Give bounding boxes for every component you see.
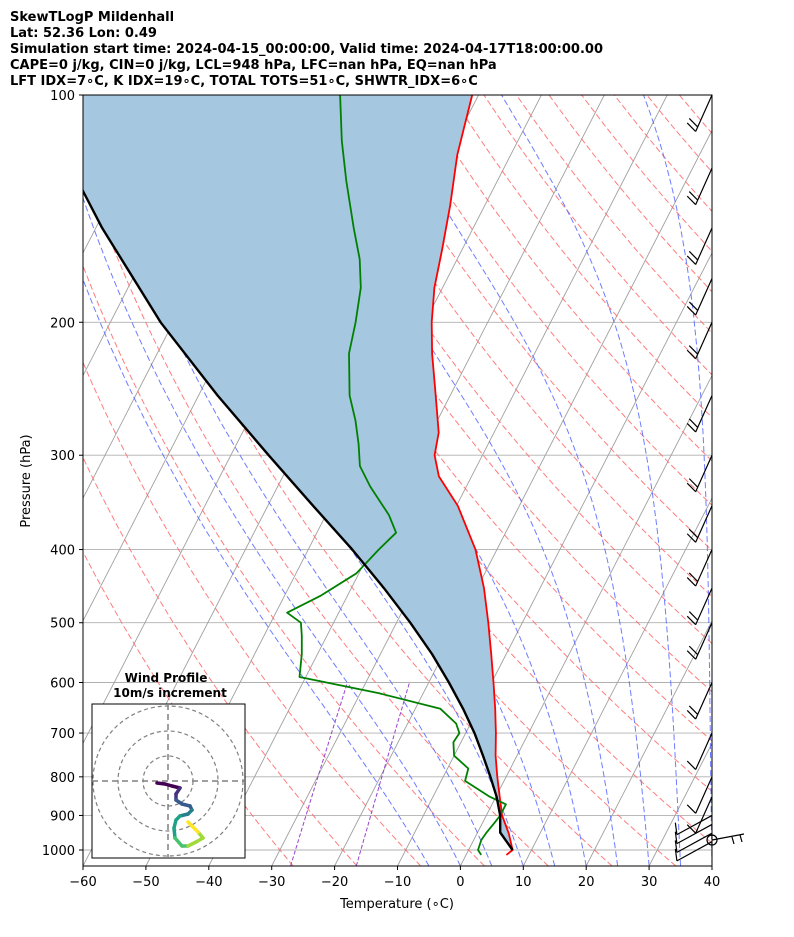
y-axis-label: Pressure (hPa) xyxy=(19,434,34,527)
y-tick-label: 500 xyxy=(50,617,75,632)
dry-adiabat xyxy=(83,264,485,866)
x-tick-label: −10 xyxy=(384,875,411,890)
moist-adiabat xyxy=(775,95,794,866)
dry-adiabat xyxy=(418,95,712,462)
wind-barb xyxy=(674,823,713,845)
cape-line: CAPE=0 j/kg, CIN=0 j/kg, LCL=948 hPa, LF… xyxy=(10,58,497,73)
dry-adiabat xyxy=(646,95,712,173)
x-tick-label: −40 xyxy=(195,875,222,890)
y-tick-label: 800 xyxy=(50,771,75,786)
y-axis-ticks: 100 200 300 400 500 600 700 800 900 1000 xyxy=(42,89,83,859)
y-tick-label: 300 xyxy=(50,449,75,464)
isotherm-line xyxy=(522,497,712,866)
dry-adiabat xyxy=(320,95,712,598)
dry-adiabat xyxy=(287,95,712,645)
location-line: Lat: 52.36 Lon: 0.49 xyxy=(10,26,157,41)
isotherm-line xyxy=(83,95,165,254)
y-tick-label: 200 xyxy=(50,316,75,331)
wind-barb xyxy=(686,549,713,587)
x-tick-label: 20 xyxy=(578,875,595,890)
moist-adiabat xyxy=(643,95,712,866)
hodograph-segment xyxy=(186,820,194,828)
x-axis-ticks: −60 −50 −40 −30 −20 −10 0 10 20 30 40 xyxy=(69,866,720,890)
wind-barb xyxy=(686,796,713,834)
dry-adiabat xyxy=(255,95,712,693)
y-tick-label: 1000 xyxy=(42,844,75,859)
hodograph-segment xyxy=(173,836,184,848)
dry-adiabat xyxy=(222,95,712,742)
dry-adiabat xyxy=(157,95,712,844)
isotherm-line xyxy=(711,865,712,866)
inset-subtitle: 10m/s increment xyxy=(113,686,227,700)
x-axis-label: Temperature (∘C) xyxy=(339,897,454,912)
mixing-ratio-line xyxy=(290,682,348,866)
wind-barb xyxy=(686,732,713,770)
isotherm-line xyxy=(585,619,712,866)
x-tick-label: −20 xyxy=(321,875,348,890)
wind-barb xyxy=(686,587,713,626)
wind-barb xyxy=(686,776,713,814)
chart-title: SkewTLogP Mildenhall xyxy=(10,10,174,25)
wind-barb xyxy=(686,505,713,543)
y-tick-label: 600 xyxy=(50,677,75,692)
y-tick-label: 100 xyxy=(50,89,75,104)
dry-adiabat xyxy=(515,95,712,334)
moist-adiabat xyxy=(285,95,619,866)
moist-adiabat xyxy=(744,95,757,866)
inset-title: Wind Profile xyxy=(125,671,208,685)
x-tick-label: −50 xyxy=(132,875,159,890)
dewpoint-line xyxy=(286,95,507,856)
time-line: Simulation start time: 2024-04-15_00:00:… xyxy=(10,42,603,57)
mixing-ratio-line xyxy=(355,682,410,866)
wind-barb xyxy=(686,227,713,265)
dry-adiabat xyxy=(678,95,712,134)
wind-profile-inset: Wind Profile 10m/s increment xyxy=(91,671,246,859)
dry-adiabat xyxy=(581,95,712,252)
isotherm-line xyxy=(83,95,102,132)
x-tick-label: 10 xyxy=(515,875,532,890)
isotherm-line xyxy=(775,95,794,866)
moist-adiabat xyxy=(83,97,493,866)
moist-adiabat xyxy=(83,278,430,866)
parcel-shading xyxy=(83,95,513,855)
y-tick-label: 400 xyxy=(50,544,75,559)
wind-barb xyxy=(686,622,713,660)
moist-adiabat xyxy=(501,95,681,866)
isotherm-line xyxy=(334,129,712,866)
dry-adiabat xyxy=(83,550,294,866)
moist-adiabat xyxy=(378,95,650,866)
x-tick-label: −30 xyxy=(258,875,285,890)
x-tick-label: −60 xyxy=(69,875,96,890)
wind-barb xyxy=(686,167,713,206)
wind-barb xyxy=(686,395,713,433)
wind-barb xyxy=(686,322,713,360)
dry-adiabat xyxy=(450,95,712,419)
wind-barb xyxy=(686,94,713,132)
wind-barb xyxy=(686,682,713,720)
parcel-line xyxy=(83,188,514,851)
wind-barb xyxy=(686,454,713,493)
index-line: LFT IDX=7∘C, K IDX=19∘C, TOTAL TOTS=51∘C… xyxy=(10,74,478,89)
wind-barb xyxy=(686,278,713,316)
isotherm-line xyxy=(459,374,712,866)
profile-lines xyxy=(83,95,514,856)
isotherm-line xyxy=(271,95,668,866)
x-tick-label: 30 xyxy=(641,875,658,890)
dry-adiabat xyxy=(83,164,549,866)
wind-barb xyxy=(674,814,713,836)
y-tick-label: 900 xyxy=(50,809,75,824)
y-tick-label: 700 xyxy=(50,727,75,742)
wind-barb xyxy=(674,832,713,853)
x-tick-label: 40 xyxy=(704,875,721,890)
mixing-ratio-lines xyxy=(290,682,410,866)
moist-adiabat xyxy=(83,196,461,866)
temperature-line xyxy=(430,95,514,856)
wind-barb xyxy=(706,833,745,846)
wind-barb xyxy=(674,841,713,862)
plot-area xyxy=(83,95,794,866)
wind-barbs xyxy=(674,94,745,862)
x-tick-label: 0 xyxy=(456,875,464,890)
